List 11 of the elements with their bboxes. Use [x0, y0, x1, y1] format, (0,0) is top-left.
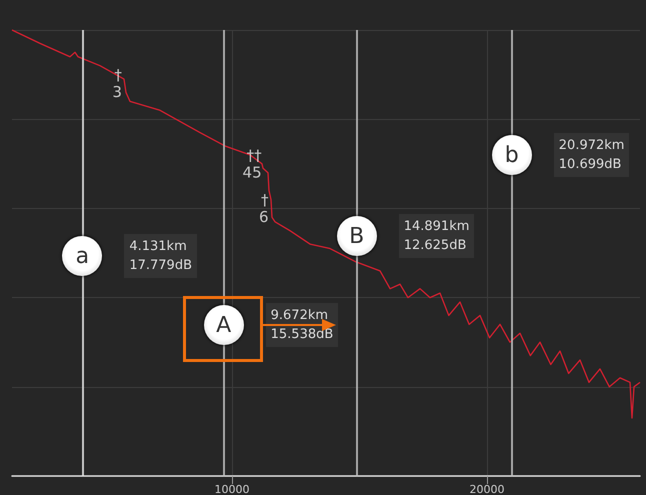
- ref-line-label: A: [204, 305, 244, 345]
- annotation: 20.972km 10.699dB: [554, 133, 630, 177]
- annotation: † 6: [258, 190, 270, 226]
- ref-line-label: B: [336, 216, 377, 256]
- ref-line-label: a: [62, 236, 102, 276]
- annotation: 9.672km 15.538dB: [266, 303, 338, 347]
- annotation: 4.131km 17.779dB: [124, 234, 197, 278]
- x-tick-label: 20000: [469, 483, 504, 495]
- x-tick-label: 10000: [214, 483, 250, 495]
- annotation: 14.891km 12.625dB: [398, 214, 474, 258]
- ref-line-label: b: [492, 135, 532, 175]
